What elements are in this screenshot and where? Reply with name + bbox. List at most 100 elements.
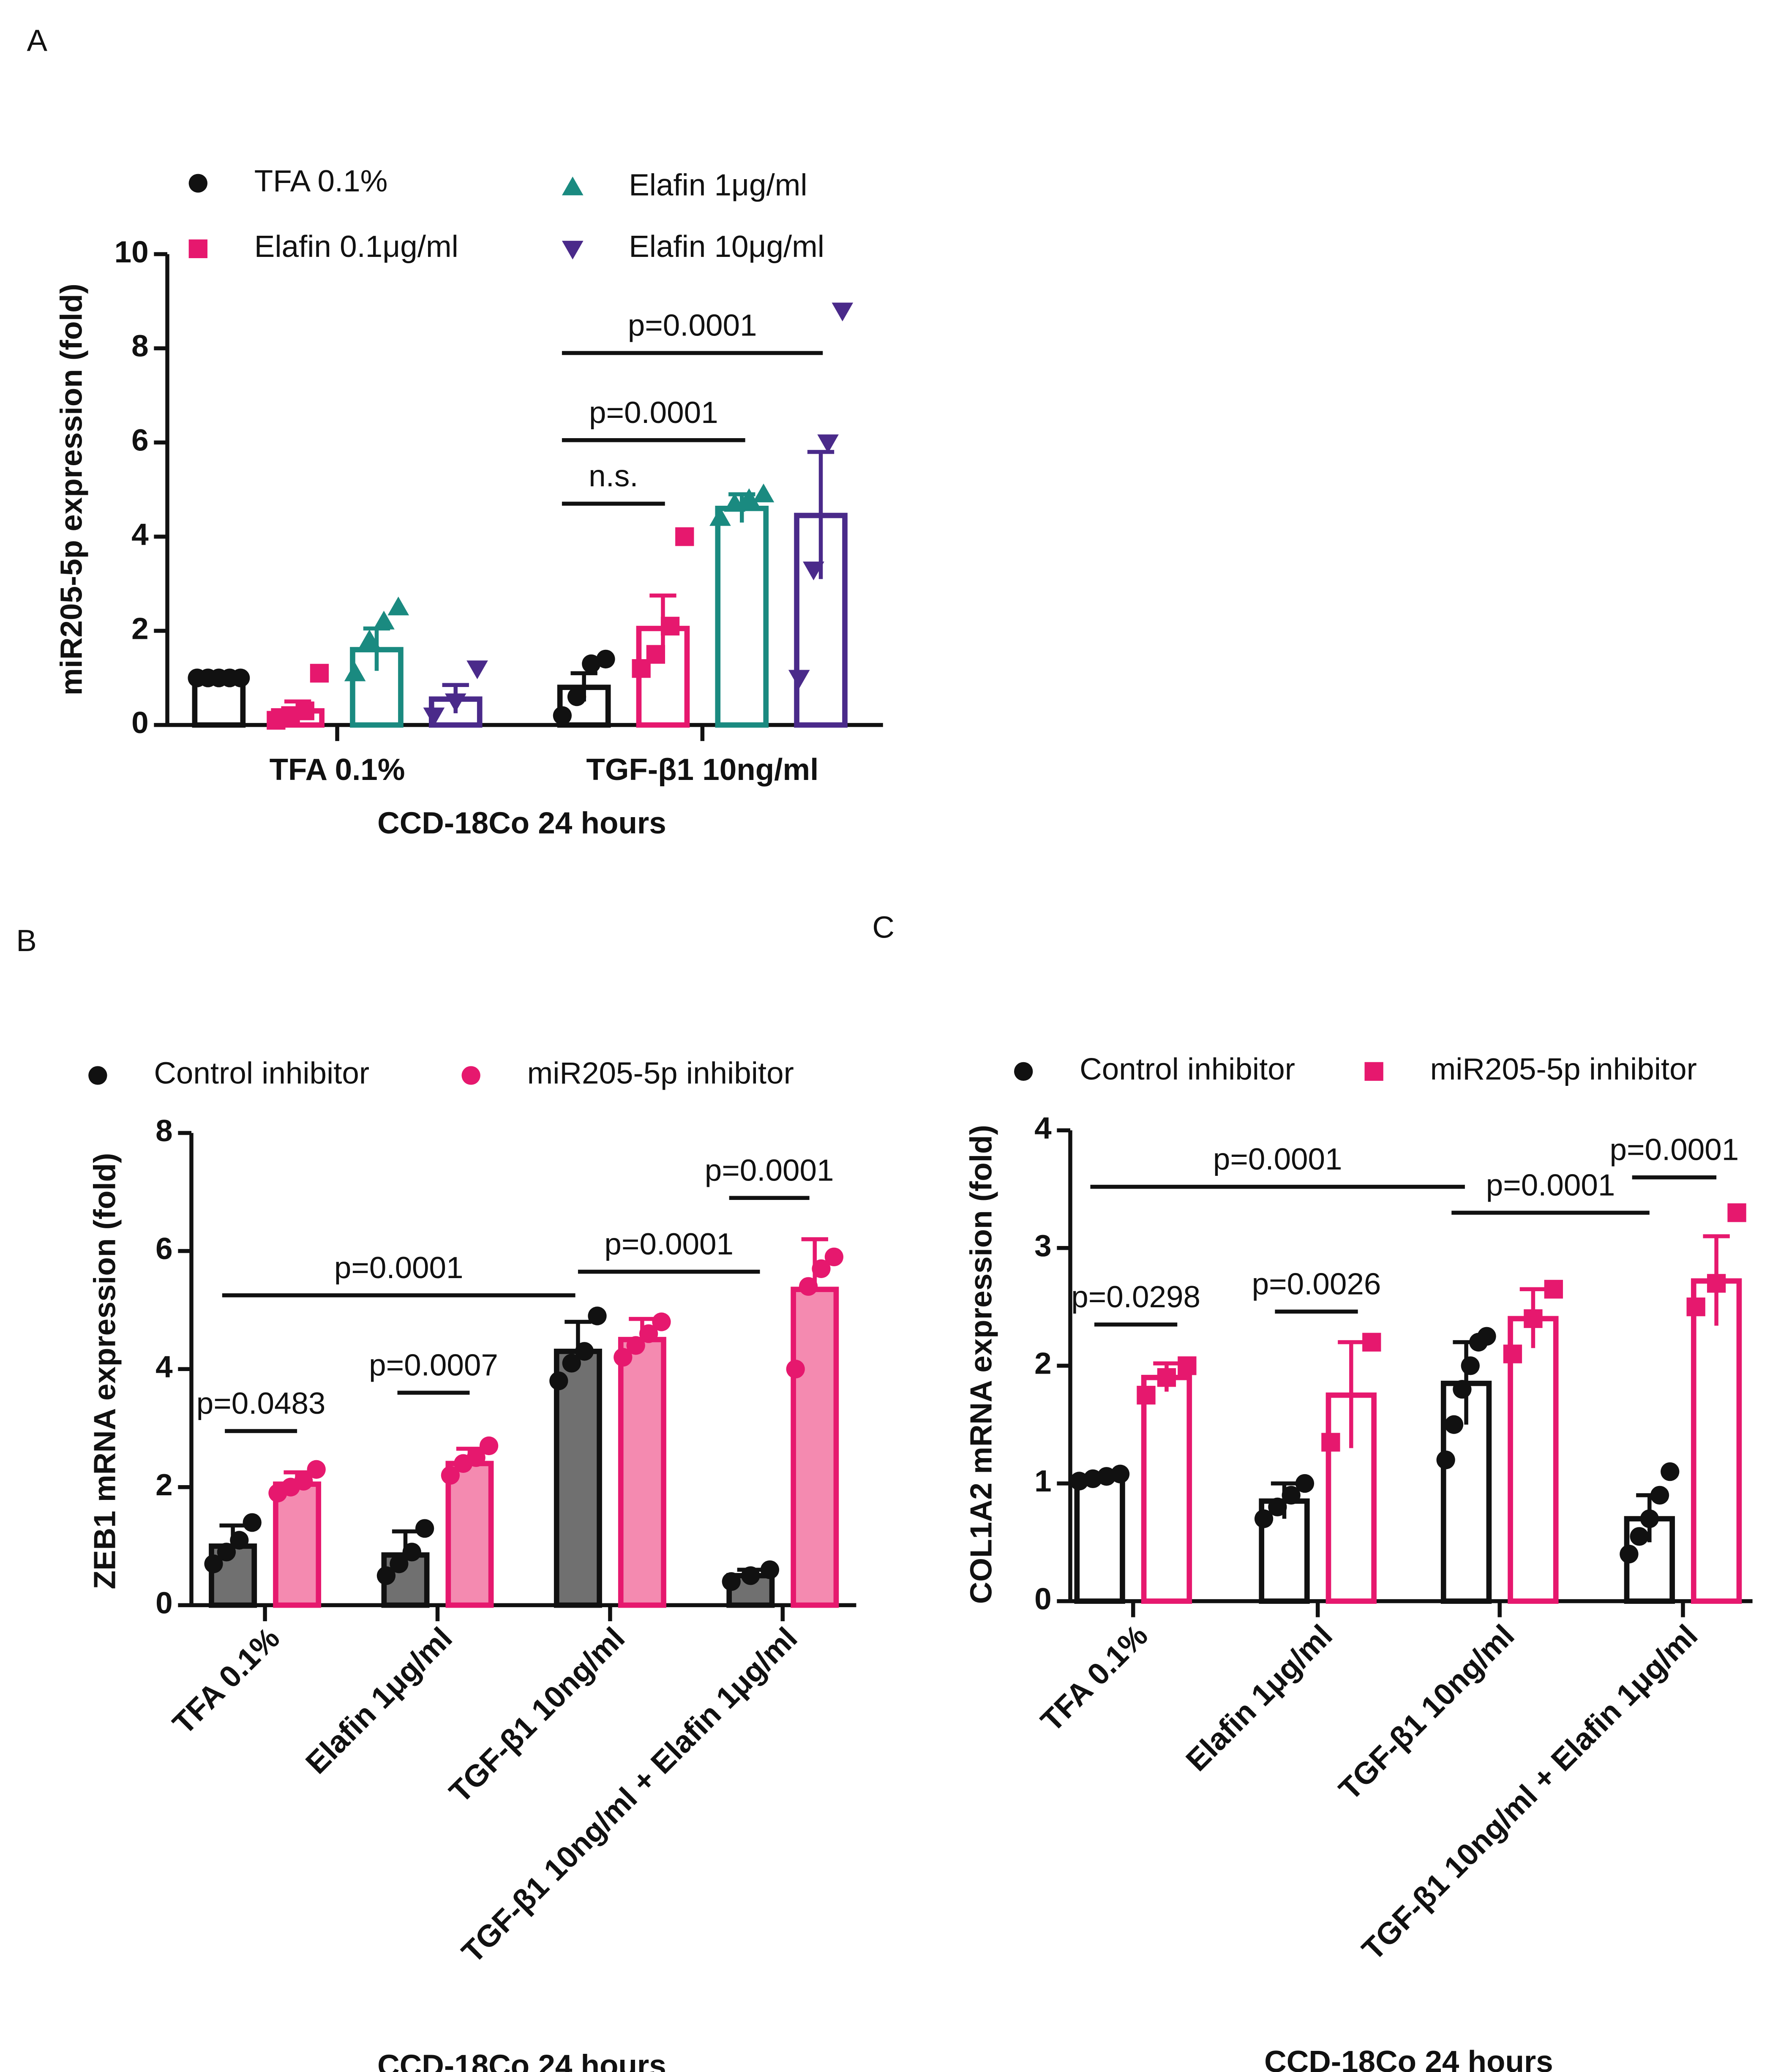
significance-label: p=0.0001 (589, 395, 718, 430)
point (387, 596, 409, 616)
point (567, 687, 586, 706)
significance-label: p=0.0001 (705, 1153, 834, 1187)
bar (445, 1461, 494, 1608)
point (344, 662, 366, 682)
point (1727, 1203, 1746, 1222)
x-tick-label: TGF-β1 10ng/ml (1332, 1618, 1521, 1807)
legend-label: Control inhibitor (1080, 1052, 1295, 1086)
legend-label: miR205-5p inhibitor (527, 1056, 794, 1091)
legend-label: Control inhibitor (154, 1056, 369, 1091)
significance-label: p=0.0001 (334, 1251, 464, 1285)
y-tick-label: 4 (131, 517, 149, 551)
point (803, 562, 824, 581)
point (294, 1472, 313, 1491)
point (588, 1306, 607, 1325)
bar (1691, 1278, 1742, 1604)
point (1524, 1309, 1543, 1328)
bar (554, 1349, 602, 1608)
point (709, 507, 731, 526)
point (188, 174, 207, 193)
legend-label: miR205-5p inhibitor (1430, 1052, 1697, 1086)
point (1110, 1464, 1130, 1483)
y-axis-label: miR205-5p expression (fold) (55, 284, 89, 695)
y-tick-label: 6 (131, 423, 149, 458)
panel-label: C (872, 911, 895, 945)
y-tick-label: 2 (1034, 1347, 1052, 1381)
point (1444, 1415, 1464, 1434)
point (1268, 1497, 1287, 1516)
point (1686, 1297, 1705, 1317)
point (307, 1460, 326, 1479)
point (596, 649, 615, 669)
point (582, 654, 601, 673)
point (1364, 1062, 1383, 1081)
point (243, 1513, 262, 1532)
point (788, 670, 810, 689)
panel-label: B (16, 924, 37, 958)
point (1661, 1462, 1680, 1481)
point (832, 303, 854, 322)
point (824, 1247, 844, 1267)
significance-label: p=0.0001 (1610, 1133, 1739, 1167)
point (1707, 1274, 1726, 1293)
significance-label: p=0.0001 (1213, 1142, 1342, 1176)
point (741, 1566, 760, 1585)
point (1503, 1344, 1522, 1363)
point (1650, 1486, 1669, 1505)
point (1157, 1368, 1176, 1387)
y-tick-label: 1 (1034, 1464, 1052, 1498)
x-tick-label: Elafin 1μg/ml (299, 1621, 459, 1780)
x-tick-label: TGF-β1 10ng/ml (586, 752, 818, 787)
point (1254, 1509, 1274, 1528)
point (738, 488, 760, 507)
bar (1141, 1374, 1192, 1604)
point (1137, 1385, 1156, 1405)
point (760, 1560, 780, 1579)
x-tick-label: TFA 0.1% (166, 1621, 286, 1741)
point (376, 1566, 396, 1585)
y-tick-label: 0 (131, 706, 149, 740)
x-tick-label: TGF-β1 10ng/ml + Elafin 1μg/ml (455, 1621, 804, 1969)
point (359, 630, 380, 649)
x-tick-label: TFA 0.1% (270, 752, 405, 787)
significance-label: p=0.0001 (628, 308, 757, 343)
point (373, 611, 395, 630)
x-tick-label: TGF-β1 10ng/ml (443, 1621, 631, 1809)
point (310, 664, 329, 683)
bar (1074, 1475, 1125, 1604)
significance-label: p=0.0007 (369, 1348, 498, 1382)
legend-label: Elafin 1μg/ml (629, 168, 807, 202)
y-axis-label: ZEB1 mRNA expression (fold) (88, 1153, 122, 1589)
y-tick-label: 10 (115, 235, 149, 269)
bar (350, 647, 404, 728)
point (1321, 1433, 1340, 1452)
point (1477, 1327, 1496, 1346)
point (445, 693, 466, 712)
point (390, 1554, 409, 1573)
point (466, 1448, 485, 1467)
point (675, 527, 694, 546)
bar (791, 1287, 839, 1608)
legend-label: TFA 0.1% (254, 164, 388, 198)
point (626, 1336, 645, 1355)
y-axis-label: COL1A2 mRNA expression (fold) (964, 1125, 998, 1604)
bar (273, 1481, 322, 1608)
legend-label: Elafin 10μg/ml (629, 229, 824, 264)
point (1362, 1333, 1381, 1352)
point (562, 1354, 581, 1373)
bar (557, 684, 611, 728)
x-tick-label: TFA 0.1% (1034, 1618, 1154, 1738)
point (753, 483, 775, 502)
bar (1325, 1392, 1377, 1604)
point (231, 668, 250, 687)
y-tick-label: 4 (1034, 1111, 1052, 1145)
y-tick-label: 0 (1034, 1582, 1052, 1616)
point (786, 1360, 805, 1379)
point (88, 1066, 107, 1085)
point (1178, 1356, 1197, 1375)
x-axis-label: CCD-18Co 24 hours (1264, 2045, 1553, 2072)
y-tick-label: 3 (1034, 1229, 1052, 1263)
point (479, 1436, 499, 1456)
point (799, 1277, 818, 1296)
